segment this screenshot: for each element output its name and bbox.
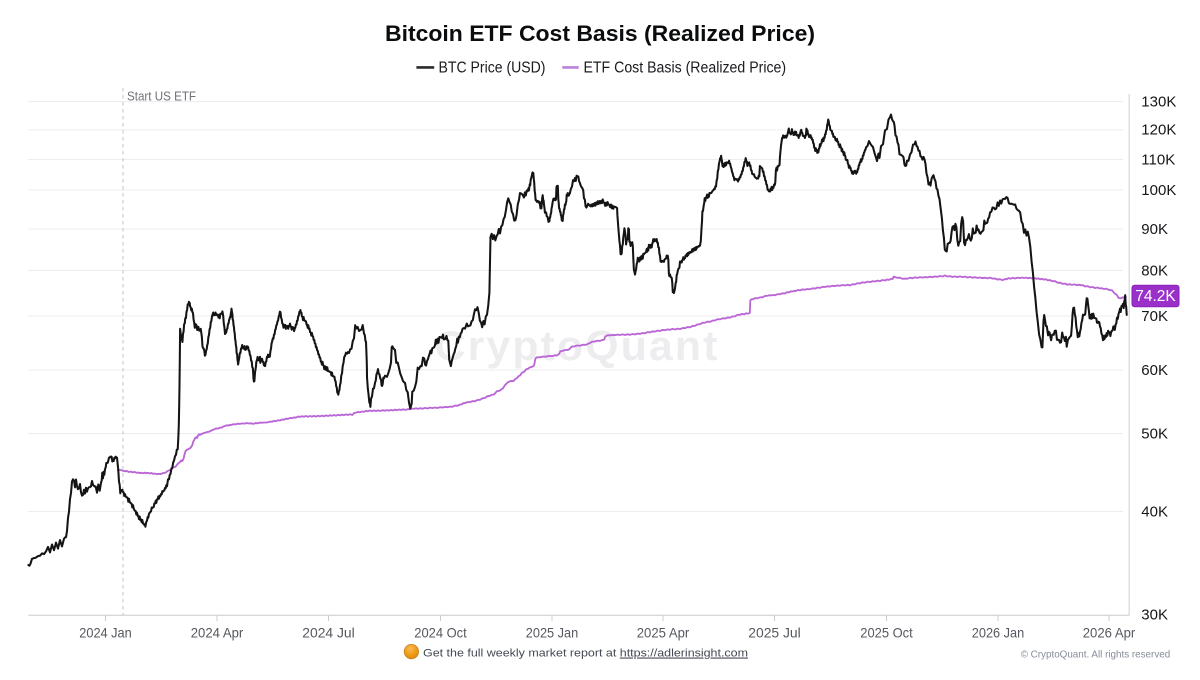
svg-text:130K: 130K [1141, 94, 1176, 111]
svg-text:60K: 60K [1141, 362, 1168, 379]
svg-text:2024 Apr: 2024 Apr [191, 626, 244, 641]
svg-text:100K: 100K [1141, 182, 1176, 199]
svg-text:2024 Jul: 2024 Jul [302, 626, 355, 641]
svg-text:Get the full weekly market rep: Get the full weekly market report at htt… [423, 648, 748, 660]
svg-text:2025 Jan: 2025 Jan [526, 626, 579, 641]
svg-text:50K: 50K [1141, 426, 1168, 443]
svg-text:Bitcoin ETF Cost Basis (Realiz: Bitcoin ETF Cost Basis (Realized Price) [385, 21, 815, 46]
svg-text:ETF Cost Basis (Realized Price: ETF Cost Basis (Realized Price) [584, 60, 787, 77]
svg-text:2024 Oct: 2024 Oct [414, 626, 467, 641]
svg-text:74.2K: 74.2K [1135, 288, 1176, 305]
svg-text:2025 Apr: 2025 Apr [637, 626, 690, 641]
svg-text:BTC Price (USD): BTC Price (USD) [439, 60, 546, 77]
svg-text:90K: 90K [1141, 221, 1168, 238]
svg-text:120K: 120K [1141, 122, 1176, 139]
svg-text:2026 Apr: 2026 Apr [1083, 626, 1136, 641]
svg-text:2025 Oct: 2025 Oct [860, 626, 913, 641]
svg-text:2025 Jul: 2025 Jul [748, 626, 801, 641]
svg-text:80K: 80K [1141, 263, 1168, 280]
svg-text:70K: 70K [1141, 308, 1168, 325]
svg-text:2026 Jan: 2026 Jan [972, 626, 1025, 641]
svg-text:2024 Jan: 2024 Jan [79, 626, 132, 641]
svg-text:Start US ETF: Start US ETF [127, 89, 196, 104]
svg-text:30K: 30K [1141, 607, 1168, 624]
svg-text:40K: 40K [1141, 504, 1168, 521]
svg-text:© CryptoQuant. All rights rese: © CryptoQuant. All rights reserved [1021, 650, 1171, 661]
svg-text:110K: 110K [1141, 152, 1175, 169]
